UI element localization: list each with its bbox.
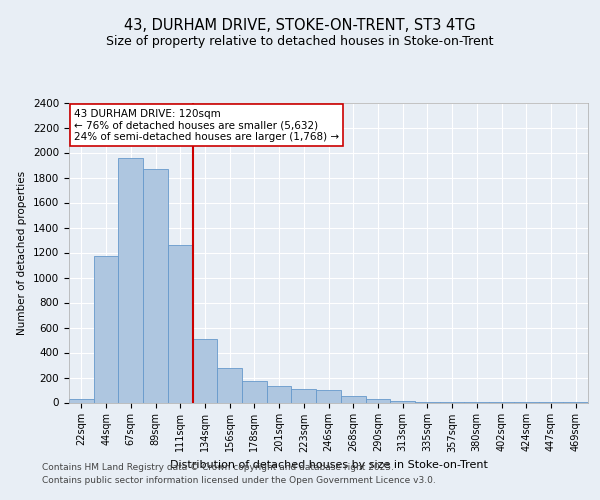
Text: Contains public sector information licensed under the Open Government Licence v3: Contains public sector information licen… [42,476,436,485]
Bar [193,339,217,402]
Text: Size of property relative to detached houses in Stoke-on-Trent: Size of property relative to detached ho… [106,35,494,48]
Bar [267,386,292,402]
Bar [143,169,168,402]
Text: Contains HM Land Registry data © Crown copyright and database right 2025.: Contains HM Land Registry data © Crown c… [42,464,394,472]
Bar [168,245,193,402]
Bar [242,381,267,402]
Bar [365,399,390,402]
Bar [217,368,242,402]
Text: 43, DURHAM DRIVE, STOKE-ON-TRENT, ST3 4TG: 43, DURHAM DRIVE, STOKE-ON-TRENT, ST3 4T… [124,18,476,32]
Bar [292,390,316,402]
Bar [118,158,143,402]
X-axis label: Distribution of detached houses by size in Stoke-on-Trent: Distribution of detached houses by size … [170,460,487,470]
Bar [390,400,415,402]
Bar [69,399,94,402]
Bar [341,396,365,402]
Text: 43 DURHAM DRIVE: 120sqm
← 76% of detached houses are smaller (5,632)
24% of semi: 43 DURHAM DRIVE: 120sqm ← 76% of detache… [74,108,340,142]
Y-axis label: Number of detached properties: Number of detached properties [17,170,28,334]
Bar [316,390,341,402]
Bar [94,256,118,402]
